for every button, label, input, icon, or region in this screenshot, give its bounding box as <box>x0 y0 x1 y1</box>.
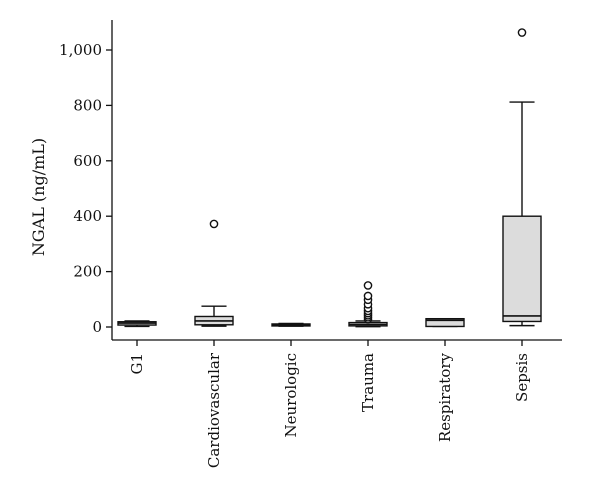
outlier-point <box>363 291 373 301</box>
y-tick-label: 1,000 <box>59 41 102 59</box>
box-g1 <box>117 320 157 328</box>
outlier-point <box>363 281 373 290</box>
iqr-box <box>425 317 465 328</box>
y-tick-label: 400 <box>73 207 102 225</box>
y-tick-label: 800 <box>73 96 102 114</box>
plot-area <box>117 28 542 328</box>
y-tick-label: 200 <box>73 263 102 281</box>
x-tick-label: Respiratory <box>436 352 454 442</box>
y-tick-label: 0 <box>92 318 102 336</box>
box-sepsis <box>502 28 542 327</box>
box-neurologic <box>271 322 311 327</box>
outlier-point <box>517 28 527 37</box>
x-tick-label: G1 <box>128 353 146 375</box>
x-tick-label: Sepsis <box>513 353 531 402</box>
y-axis-title: NGAL (ng/mL) <box>29 138 48 256</box>
iqr-box <box>502 215 542 323</box>
y-tick-label: 600 <box>73 152 102 170</box>
x-axis: G1 Cardiovascular Neurologic Trauma Respirat… <box>112 339 562 468</box>
box-respiratory <box>425 317 465 328</box>
box-trauma <box>348 281 388 328</box>
box-cardiovascular <box>194 219 234 327</box>
y-axis: 0 200 400 600 800 1,000 <box>59 20 113 340</box>
x-tick-label: Cardiovascular <box>205 352 223 468</box>
outlier-point <box>209 219 219 229</box>
x-tick-label: Neurologic <box>282 353 300 438</box>
x-tick-label: Trauma <box>359 353 377 412</box>
